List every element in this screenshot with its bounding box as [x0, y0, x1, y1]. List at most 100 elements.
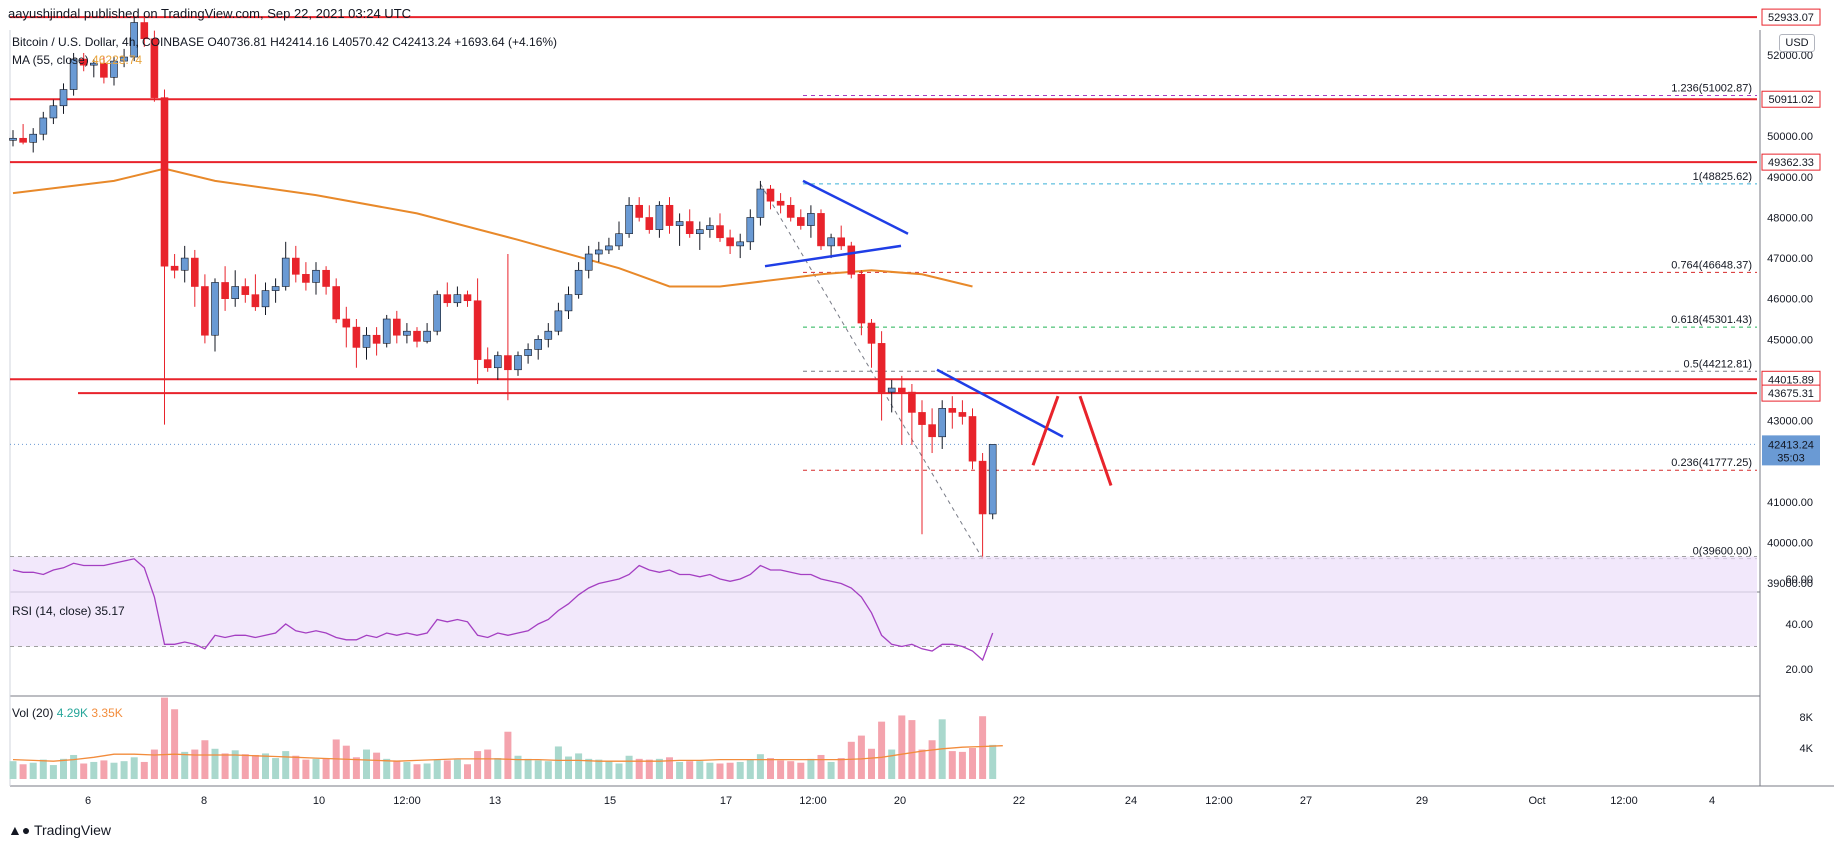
volume-bar[interactable] — [443, 760, 451, 779]
candle-body[interactable] — [180, 257, 189, 271]
volume-bar[interactable] — [221, 753, 229, 779]
volume-bar[interactable] — [878, 721, 886, 779]
candle-body[interactable] — [766, 188, 775, 202]
volume-bar[interactable] — [686, 761, 694, 779]
volume-bar[interactable] — [322, 758, 330, 779]
volume-bar[interactable] — [191, 749, 199, 779]
volume-bar[interactable] — [888, 749, 896, 779]
volume-bar[interactable] — [90, 761, 98, 779]
volume-bar[interactable] — [676, 761, 684, 779]
volume-bar[interactable] — [282, 751, 290, 779]
volume-bar[interactable] — [130, 757, 138, 779]
candle-body[interactable] — [675, 221, 684, 226]
volume-bar[interactable] — [696, 761, 704, 779]
candle-body[interactable] — [908, 391, 916, 413]
candle-body[interactable] — [827, 237, 835, 247]
candle-body[interactable] — [231, 286, 239, 299]
volume-bar[interactable] — [100, 760, 108, 779]
candle-body[interactable] — [837, 237, 846, 247]
volume-bar[interactable] — [908, 720, 916, 779]
candle-body[interactable] — [918, 412, 926, 425]
volume-bar[interactable] — [302, 759, 310, 779]
candle-body[interactable] — [645, 217, 654, 230]
volume-bar[interactable] — [504, 731, 512, 779]
volume-bar[interactable] — [979, 716, 987, 779]
candle-body[interactable] — [19, 137, 27, 143]
volume-bar[interactable] — [837, 758, 845, 779]
volume-bar[interactable] — [918, 749, 926, 779]
candle-body[interactable] — [322, 269, 330, 287]
triangle-lower-trendline[interactable] — [764, 244, 902, 268]
candle-body[interactable] — [716, 225, 724, 239]
volume-bar[interactable] — [847, 741, 855, 779]
candle-body[interactable] — [706, 225, 714, 230]
candle-body[interactable] — [786, 204, 795, 218]
volume-bar[interactable] — [423, 763, 431, 780]
volume-bar[interactable] — [958, 751, 966, 779]
volume-bar[interactable] — [565, 756, 572, 779]
volume-bar[interactable] — [857, 735, 865, 779]
candle-body[interactable] — [615, 233, 623, 247]
candle-body[interactable] — [938, 408, 947, 438]
descending-resistance-trendline[interactable] — [936, 368, 1064, 438]
candle-body[interactable] — [39, 117, 48, 135]
candle-body[interactable] — [655, 204, 664, 230]
candle-body[interactable] — [988, 444, 997, 515]
volume-bar[interactable] — [464, 764, 471, 779]
volume-bar[interactable] — [494, 758, 502, 779]
volume-bar[interactable] — [666, 757, 673, 779]
candle-body[interactable] — [90, 62, 98, 66]
candle-body[interactable] — [776, 200, 785, 206]
candle-body[interactable] — [160, 97, 169, 267]
volume-bar[interactable] — [928, 740, 936, 779]
volume-bar[interactable] — [474, 751, 482, 779]
volume-bar[interactable] — [413, 764, 421, 779]
volume-bar[interactable] — [706, 762, 714, 779]
volume-bar[interactable] — [181, 751, 189, 779]
candle-body[interactable] — [29, 133, 38, 143]
volume-bar[interactable] — [80, 763, 88, 780]
volume-bar[interactable] — [514, 755, 522, 779]
candle-body[interactable] — [261, 290, 270, 308]
ma55-line[interactable] — [12, 167, 973, 288]
candle-body[interactable] — [605, 245, 613, 251]
volume-bar[interactable] — [989, 744, 997, 779]
candle-body[interactable] — [514, 355, 522, 371]
candle-body[interactable] — [9, 137, 17, 141]
candle-body[interactable] — [100, 62, 108, 78]
currency-button[interactable]: USD — [1779, 34, 1815, 52]
volume-bar[interactable] — [120, 761, 128, 779]
candle-body[interactable] — [281, 257, 290, 287]
candle-body[interactable] — [958, 412, 967, 417]
volume-bar[interactable] — [19, 764, 27, 779]
candle-body[interactable] — [79, 58, 88, 66]
volume-bar[interactable] — [615, 763, 623, 780]
candle-body[interactable] — [897, 387, 906, 393]
candle-body[interactable] — [594, 249, 603, 255]
volume-legend[interactable]: Vol (20) 4.29K 3.35K — [12, 706, 123, 720]
volume-bar[interactable] — [211, 748, 219, 779]
volume-bar[interactable] — [241, 754, 249, 779]
candle-body[interactable] — [584, 253, 593, 271]
candle-body[interactable] — [807, 213, 815, 226]
volume-bar[interactable] — [251, 754, 259, 779]
volume-bar[interactable] — [948, 751, 956, 779]
candle-body[interactable] — [332, 286, 341, 320]
volume-bar[interactable] — [272, 758, 280, 779]
volume-bar[interactable] — [262, 753, 269, 779]
candle-body[interactable] — [59, 89, 68, 107]
candle-body[interactable] — [241, 286, 250, 295]
candle-body[interactable] — [413, 330, 421, 342]
candle-body[interactable] — [372, 334, 381, 344]
candle-body[interactable] — [130, 22, 138, 58]
volume-bar[interactable] — [756, 754, 764, 779]
volume-bar[interactable] — [585, 758, 593, 779]
candle-body[interactable] — [736, 241, 745, 247]
candle-body[interactable] — [453, 294, 462, 304]
candle-body[interactable] — [463, 294, 472, 302]
candle-body[interactable] — [796, 217, 805, 226]
volume-bar[interactable] — [787, 761, 795, 779]
volume-bar[interactable] — [49, 765, 57, 779]
volume-bar[interactable] — [171, 709, 179, 779]
volume-bar[interactable] — [655, 758, 663, 779]
